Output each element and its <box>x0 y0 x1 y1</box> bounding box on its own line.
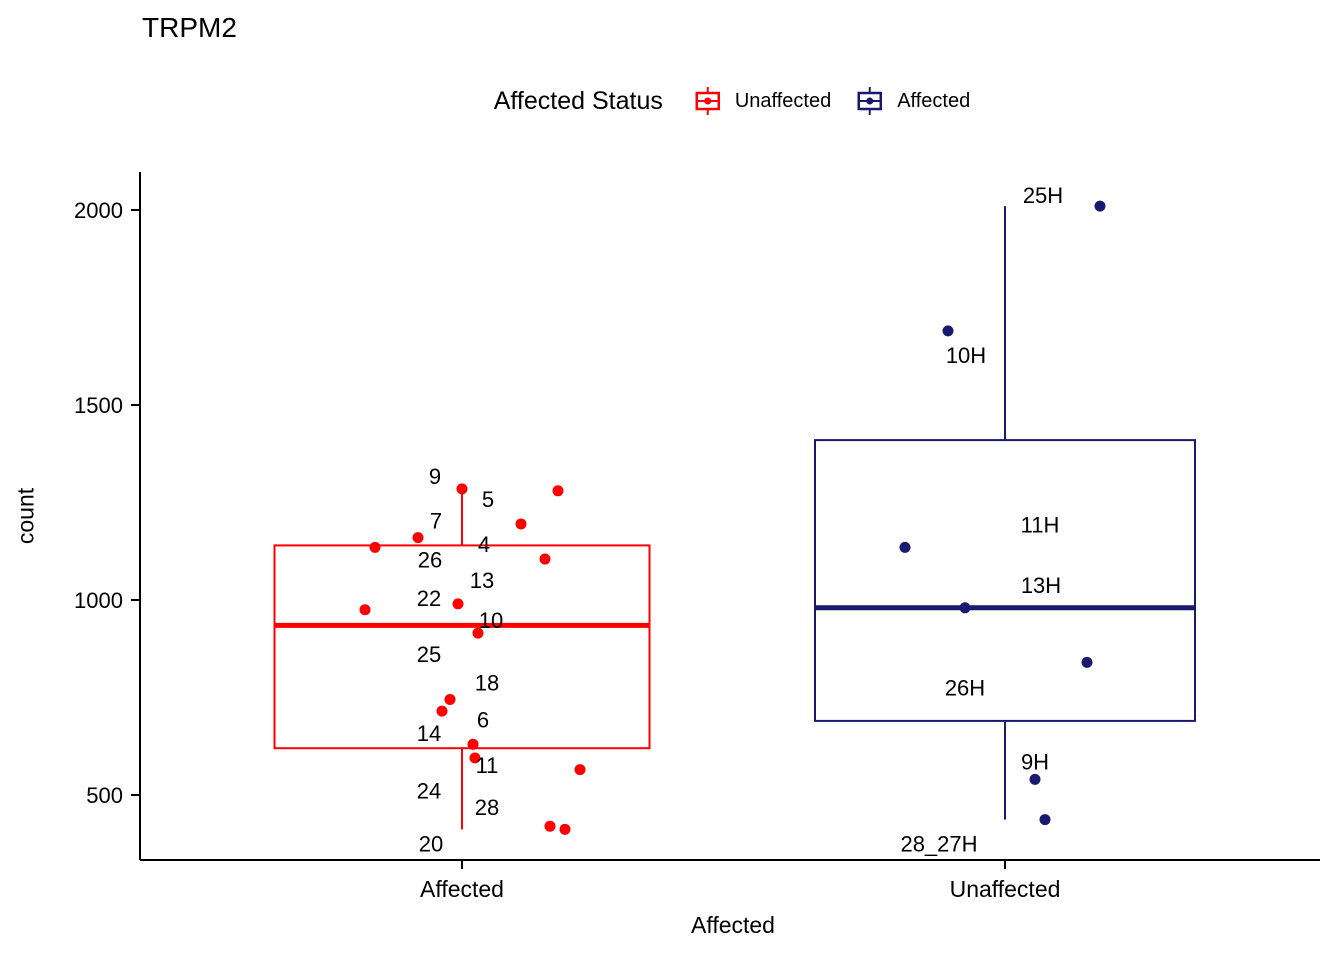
box-unaffected <box>814 439 1196 722</box>
legend-item-label: Unaffected <box>734 89 832 112</box>
y-tick-label: 500 <box>86 783 123 808</box>
point-label-14: 14 <box>417 721 441 746</box>
data-point-14 <box>436 705 448 717</box>
point-label-5: 5 <box>482 487 494 512</box>
point-label-28: 28 <box>475 795 499 820</box>
y-tick-label: 1000 <box>74 588 123 613</box>
point-label-13: 13 <box>470 568 494 593</box>
point-label-11: 11 <box>476 753 499 778</box>
x-tick-label-affected: Affected <box>420 876 504 902</box>
point-label-26H: 26H <box>945 675 985 700</box>
data-point-11H <box>899 541 911 553</box>
data-point-13 <box>539 553 551 565</box>
point-label-18: 18 <box>475 670 499 695</box>
point-label-9H: 9H <box>1021 749 1049 774</box>
data-point-20 <box>559 823 571 835</box>
data-point-13H <box>959 602 971 614</box>
point-label-25: 25 <box>417 642 441 667</box>
legend-item-label: Affected <box>897 89 971 112</box>
data-point-18 <box>444 693 456 705</box>
data-point-24 <box>574 764 586 776</box>
data-point-10H <box>942 325 954 337</box>
point-label-7: 7 <box>430 509 442 534</box>
data-point-25 <box>359 604 371 616</box>
y-tick-label: 2000 <box>74 198 123 223</box>
legend-item-affected: Affected <box>853 84 970 118</box>
chart-title: TRPM2 <box>142 12 237 43</box>
boxplot-key-icon <box>857 87 883 115</box>
y-tick-label: 1500 <box>74 393 123 418</box>
point-label-20: 20 <box>419 831 443 856</box>
point-label-28_27H: 28_27H <box>900 832 977 857</box>
point-label-10H: 10H <box>946 343 986 368</box>
data-point-6 <box>467 738 479 750</box>
data-point-28_27H <box>1039 814 1051 826</box>
point-label-25H: 25H <box>1023 183 1063 208</box>
data-point-7 <box>412 532 424 544</box>
legend-item-unaffected: Unaffected <box>691 84 831 118</box>
point-label-9: 9 <box>429 464 441 489</box>
x-tick-label-unaffected: Unaffected <box>950 876 1061 902</box>
y-axis-label: count <box>12 487 39 545</box>
data-point-26 <box>369 541 381 553</box>
data-point-10 <box>472 627 484 639</box>
data-point-28 <box>544 820 556 832</box>
data-point-5 <box>552 485 564 497</box>
point-label-26: 26 <box>418 547 442 572</box>
point-label-11H: 11H <box>1021 512 1060 537</box>
boxplot-key-icon <box>695 87 721 115</box>
point-label-13H: 13H <box>1021 573 1061 598</box>
legend-title: Affected Status <box>493 86 663 115</box>
data-point-4 <box>515 518 527 530</box>
data-point-25H <box>1094 200 1106 212</box>
box-affected <box>273 544 651 750</box>
point-label-6: 6 <box>477 707 489 732</box>
data-point-26H <box>1081 656 1093 668</box>
legend: Affected Status Unaffected Affected <box>493 84 970 118</box>
point-label-24: 24 <box>417 779 441 804</box>
data-point-9H <box>1029 773 1041 785</box>
x-axis-label: Affected <box>691 912 775 938</box>
legend-items: Unaffected Affected <box>691 84 970 118</box>
point-label-22: 22 <box>417 586 441 611</box>
point-label-10: 10 <box>479 608 503 633</box>
data-point-11 <box>469 752 481 764</box>
data-point-9 <box>456 483 468 495</box>
point-label-4: 4 <box>478 532 490 557</box>
data-point-22 <box>452 598 464 610</box>
